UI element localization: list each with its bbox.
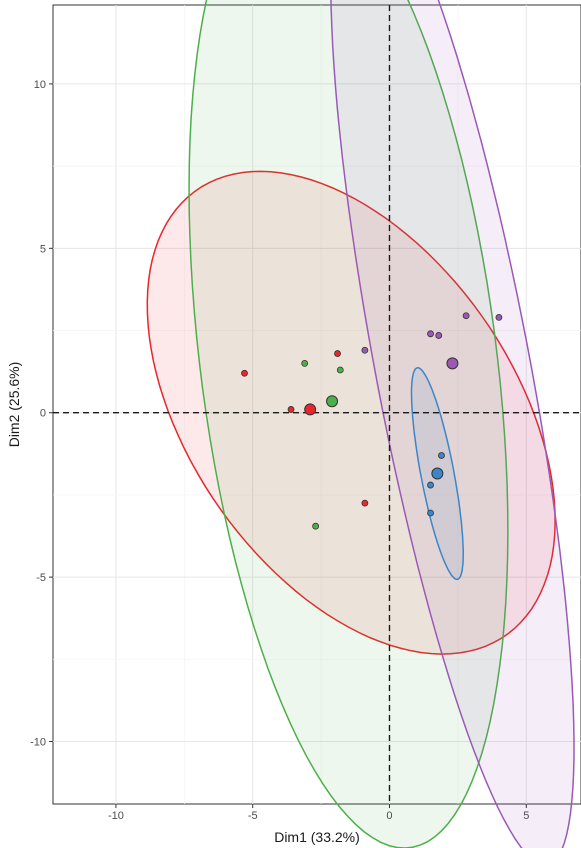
y-tick-label: 0 xyxy=(40,408,46,420)
data-point xyxy=(495,313,503,321)
confidence-ellipse xyxy=(188,0,509,848)
data-point xyxy=(427,509,434,517)
x-tick-label: -5 xyxy=(248,810,258,822)
x-tick-label: 0 xyxy=(386,810,392,822)
data-point xyxy=(361,346,369,354)
data-point xyxy=(438,452,445,459)
data-point xyxy=(241,369,248,377)
confidence-ellipse xyxy=(330,0,575,848)
data-points xyxy=(241,312,503,530)
confidence-ellipse xyxy=(146,170,556,655)
y-tick-label: -10 xyxy=(30,737,46,749)
confidence-ellipses xyxy=(146,0,575,848)
group-centroid xyxy=(326,395,339,408)
x-tick-label: -10 xyxy=(108,810,124,822)
data-point xyxy=(361,499,369,507)
data-point xyxy=(435,332,443,339)
group-centroid xyxy=(304,403,317,416)
y-tick-label: 10 xyxy=(34,79,46,91)
data-point xyxy=(334,350,341,357)
data-point xyxy=(312,522,320,530)
data-point xyxy=(336,366,344,374)
data-point xyxy=(427,481,434,489)
y-tick-label: -5 xyxy=(36,572,46,584)
axis-ticks: -10 -5 0 5 -10 -5 0 5 10 xyxy=(30,79,529,822)
grid-layer xyxy=(53,5,581,804)
plot-panel xyxy=(52,4,581,805)
data-point xyxy=(287,406,295,413)
reference-lines xyxy=(53,5,581,804)
data-point xyxy=(427,330,434,338)
x-axis-title: Dim1 (33.2%) xyxy=(274,829,360,845)
data-point xyxy=(301,359,309,367)
data-point xyxy=(462,312,470,320)
x-tick-label: 5 xyxy=(523,810,529,822)
y-tick-label: 5 xyxy=(40,243,46,255)
y-axis-title: Dim2 (25.6%) xyxy=(6,362,22,448)
group-centroid xyxy=(446,357,459,370)
group-centroid xyxy=(431,467,444,480)
